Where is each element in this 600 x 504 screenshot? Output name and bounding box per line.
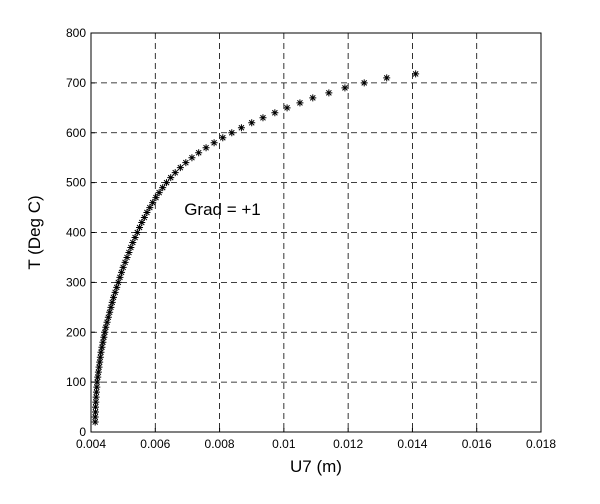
data-point: [93, 378, 101, 386]
data-point: [95, 363, 103, 371]
data-point: [92, 388, 100, 396]
y-axis-label: T (Deg C): [25, 195, 44, 269]
data-point: [146, 204, 154, 212]
x-tick-label: 0.004: [76, 437, 106, 451]
data-point: [100, 333, 108, 341]
data-point: [118, 268, 126, 276]
data-point: [113, 283, 121, 291]
data-point: [163, 179, 171, 187]
data-point: [171, 169, 179, 177]
data-point: [92, 408, 99, 416]
data-point: [219, 134, 227, 142]
data-point: [129, 238, 137, 246]
y-tick-label: 500: [66, 176, 86, 190]
data-point: [91, 418, 99, 426]
data-point: [383, 74, 391, 82]
x-tick-label: 0.014: [397, 437, 427, 451]
data-point: [341, 84, 349, 92]
data-point: [102, 323, 110, 331]
data-point: [412, 70, 420, 78]
data-point: [97, 348, 105, 356]
y-tick-label: 400: [66, 226, 86, 240]
data-point: [271, 109, 279, 117]
data-point: [155, 189, 163, 197]
data-point: [98, 343, 106, 351]
data-point: [93, 383, 101, 391]
y-tick-label: 300: [66, 275, 86, 289]
data-point: [127, 243, 135, 251]
data-point: [309, 94, 317, 102]
data-point: [104, 313, 112, 321]
data-point: [108, 298, 116, 306]
y-tick-label: 0: [79, 425, 86, 439]
data-point: [110, 293, 117, 301]
x-tick-label: 0.01: [272, 437, 296, 451]
data-point: [138, 219, 146, 227]
data-point: [107, 303, 115, 311]
grid: [91, 33, 541, 432]
data-point: [123, 253, 131, 261]
data-point: [188, 154, 196, 162]
data-point: [152, 194, 160, 202]
data-point: [325, 89, 333, 97]
data-point: [92, 398, 100, 406]
y-tick-label: 200: [66, 325, 86, 339]
y-tick-label: 600: [66, 126, 86, 140]
data-point: [99, 338, 107, 346]
data-point: [116, 273, 124, 281]
data-point: [149, 199, 157, 207]
data-point: [360, 79, 368, 87]
annotation-label: Grad = +1: [184, 200, 261, 219]
x-tick-label: 0.018: [526, 437, 556, 451]
x-axis-label: U7 (m): [290, 457, 342, 476]
data-point: [159, 184, 167, 192]
x-tick-label: 0.006: [140, 437, 170, 451]
data-point: [283, 104, 291, 112]
data-point: [103, 318, 111, 326]
data-point: [296, 99, 304, 107]
data-point: [111, 288, 119, 296]
x-tick-label: 0.008: [205, 437, 235, 451]
y-tick-label: 700: [66, 76, 86, 90]
data-point: [92, 393, 100, 401]
data-point: [259, 114, 267, 122]
data-point: [228, 129, 236, 137]
data-point: [140, 214, 148, 222]
data-point: [125, 248, 133, 256]
tick-labels: 0.004 0.006 0.008 0.01 0.012 0.014 0.016 0.018 0…: [66, 26, 556, 451]
data-points: [91, 70, 420, 426]
data-point: [96, 353, 104, 361]
x-tick-label: 0.016: [462, 437, 492, 451]
data-point: [210, 139, 218, 147]
data-point: [131, 233, 139, 241]
data-point: [101, 328, 109, 336]
x-tick-label: 0.012: [333, 437, 363, 451]
data-point: [96, 358, 104, 366]
data-point: [143, 209, 151, 217]
data-point: [133, 229, 141, 236]
data-point: [237, 124, 245, 132]
data-point: [176, 164, 184, 172]
y-tick-label: 800: [66, 26, 86, 40]
data-point: [94, 368, 102, 376]
data-point: [167, 174, 175, 182]
data-point: [136, 224, 144, 232]
data-point: [91, 413, 99, 421]
data-point: [92, 403, 99, 411]
data-point: [202, 144, 210, 152]
data-point: [248, 119, 256, 127]
data-point: [106, 308, 114, 316]
data-point: [182, 159, 190, 167]
data-point: [114, 278, 122, 286]
data-point: [94, 373, 102, 381]
plot-frame: [90, 32, 542, 433]
data-point: [121, 258, 129, 266]
data-point: [119, 263, 127, 271]
data-point: [195, 149, 203, 157]
y-tick-label: 100: [66, 375, 86, 389]
